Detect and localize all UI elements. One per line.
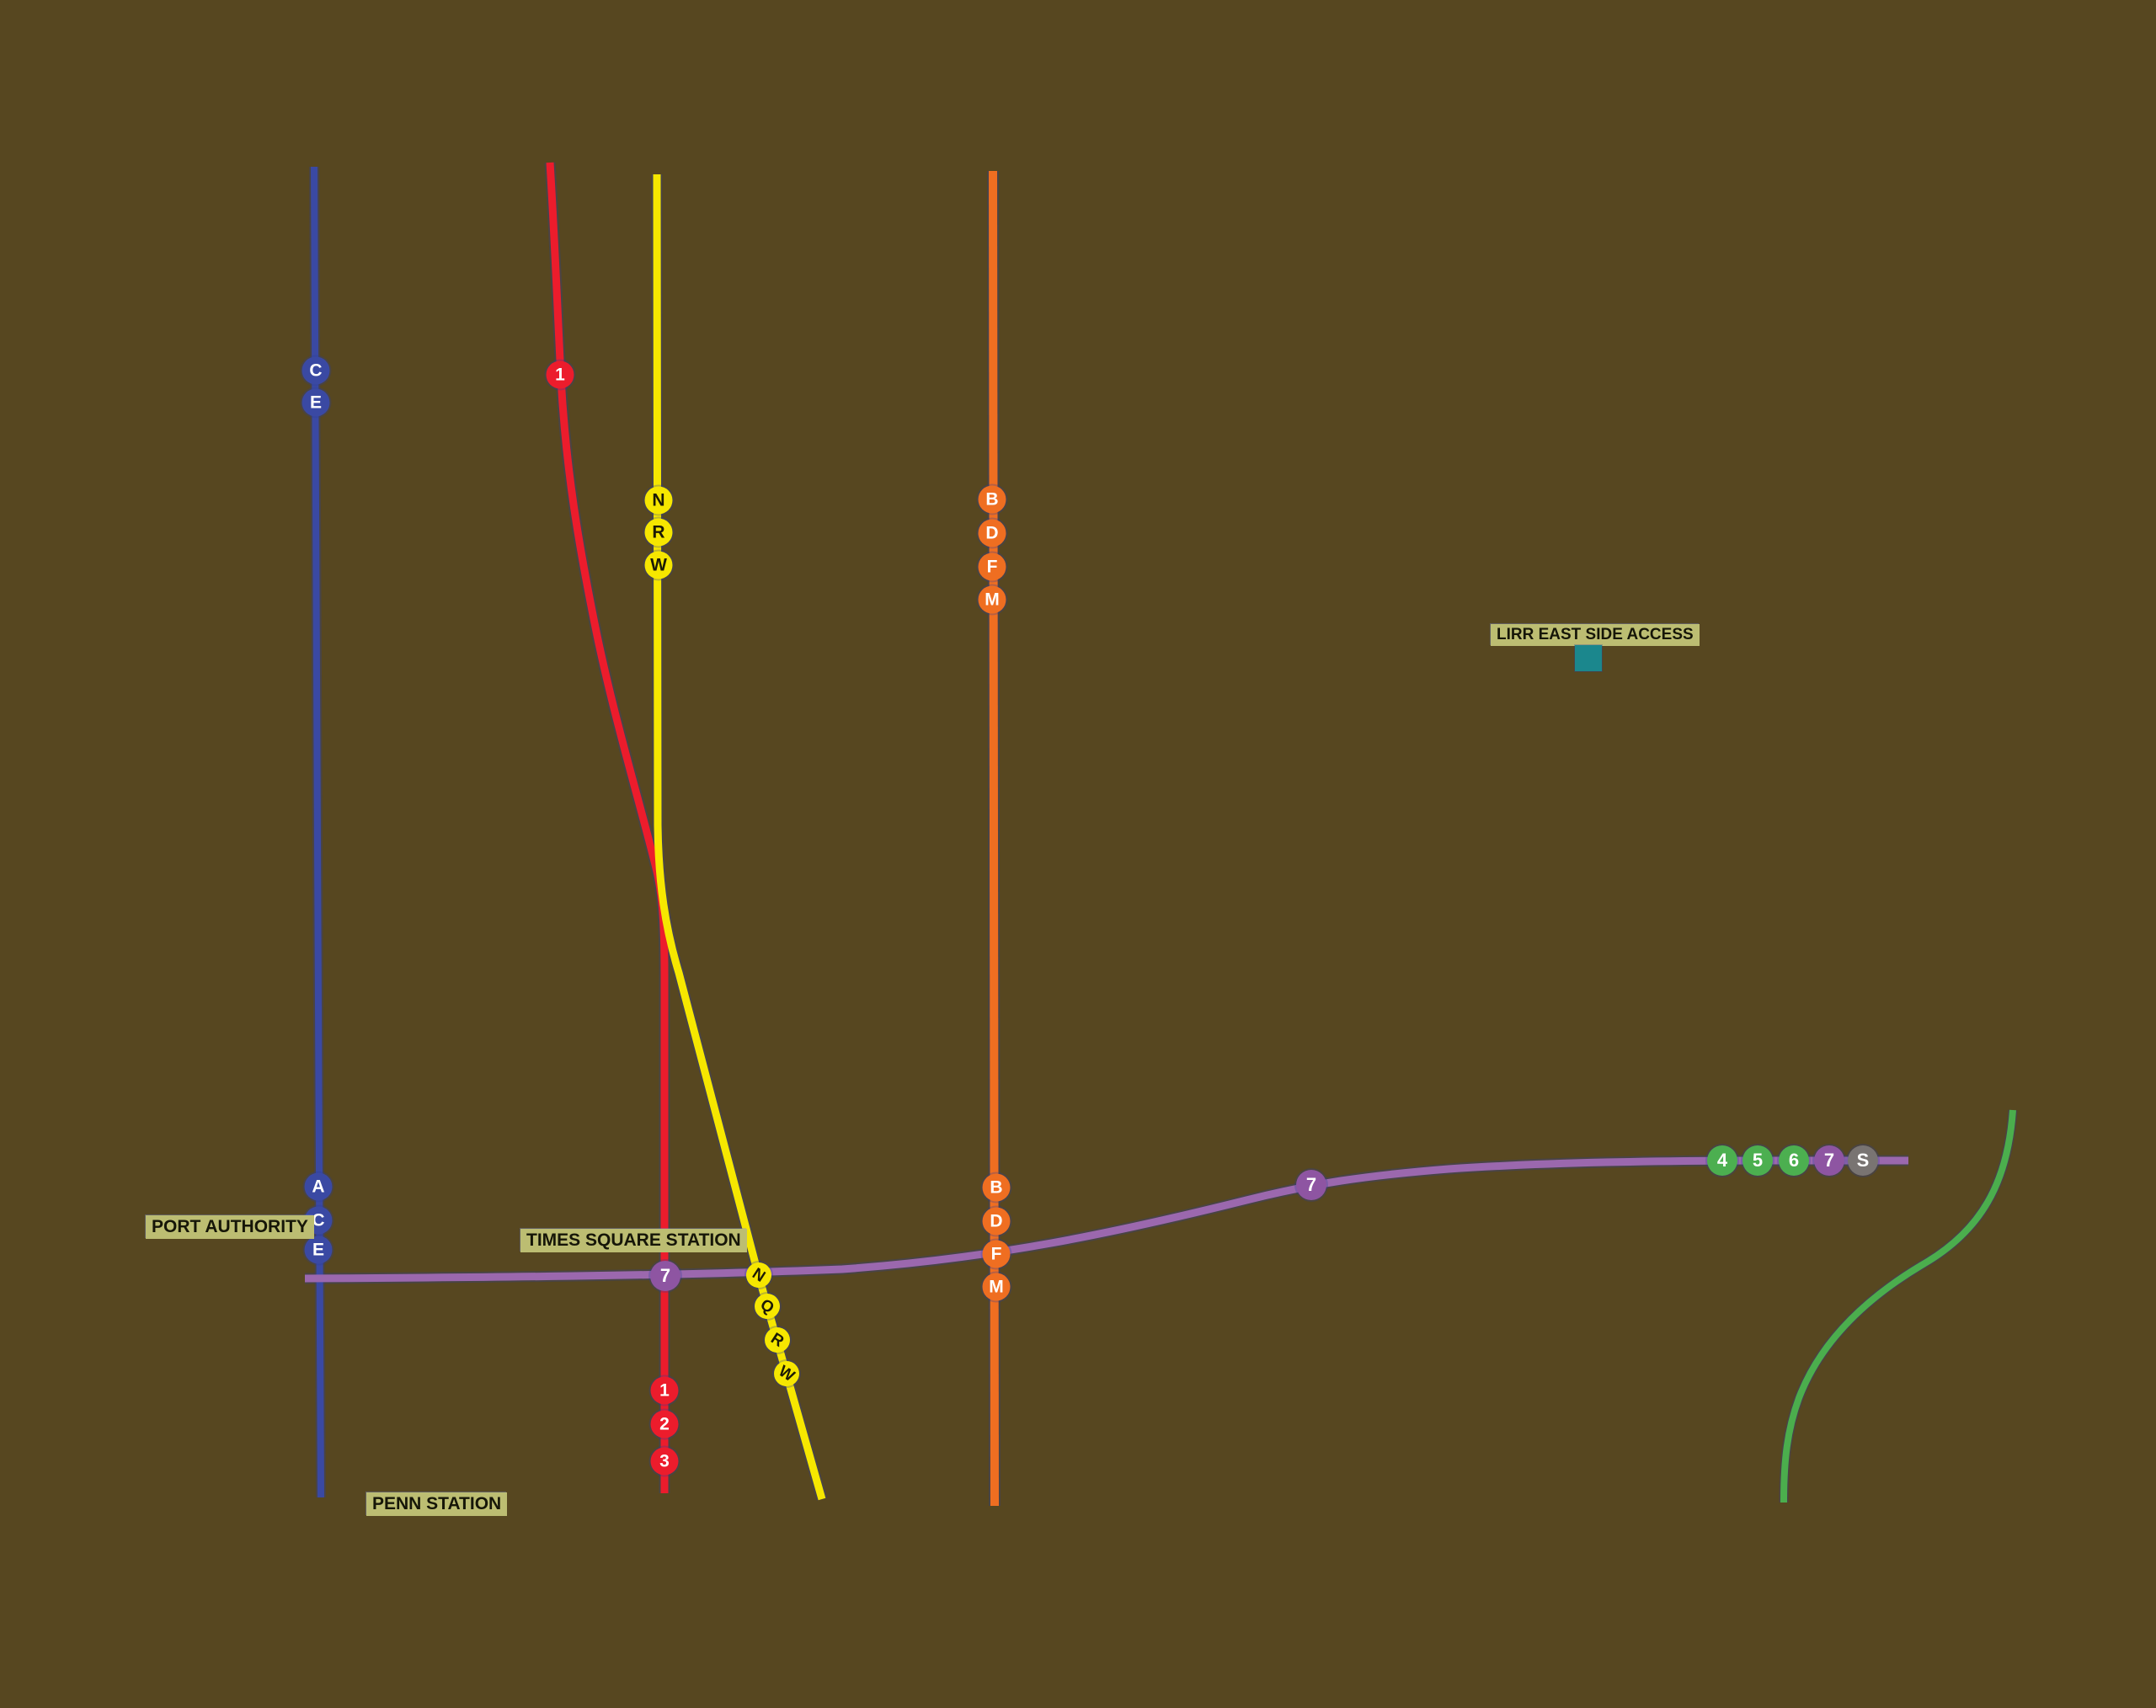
route-badge-n-upper: N [644, 486, 673, 515]
route-badge-1-upper: 1 [546, 360, 574, 389]
nqrw-line [657, 174, 822, 1499]
route-badge-3-penn: 3 [650, 1447, 679, 1476]
route-badge-f-lower: F [982, 1240, 1011, 1268]
route-badge-e-upper: E [302, 388, 330, 417]
route-badge-b-lower: B [982, 1173, 1011, 1202]
route-badge-e-port-authority: E [304, 1236, 333, 1264]
lirr-east-side-access-label: LIRR EAST SIDE ACCESS [1491, 624, 1700, 646]
route-badge-w-upper: W [644, 551, 673, 579]
route-badge-a-port-authority: A [304, 1172, 333, 1201]
route-badge-7-grand-central: 7 [1814, 1145, 1844, 1176]
seven-line [305, 1161, 1908, 1278]
nqrw-line-outline [657, 174, 822, 1499]
route-badge-c-upper: C [302, 356, 330, 385]
route-badge-1-penn: 1 [650, 1376, 679, 1405]
route-badge-m-upper: M [978, 585, 1006, 614]
lirr-access-marker [1575, 645, 1602, 671]
route-badge-d-upper: D [978, 519, 1006, 547]
seven-line-outline [305, 1161, 1908, 1278]
port-authority-label: PORT AUTHORITY [146, 1215, 314, 1239]
route-badge-m-lower: M [982, 1273, 1011, 1301]
route-badge-f-upper: F [978, 552, 1006, 581]
times-square-station-label: TIMES SQUARE STATION [520, 1229, 747, 1252]
route-badge-7-east: 7 [1296, 1170, 1326, 1200]
route-badge-2-penn: 2 [650, 1410, 679, 1438]
route-badge-7-times-square: 7 [650, 1261, 680, 1291]
route-badge-6-grand-central: 6 [1779, 1145, 1809, 1176]
route-badge-b-upper: B [978, 485, 1006, 514]
route-badge-4-grand-central: 4 [1707, 1145, 1737, 1176]
bdfm-line [993, 171, 995, 1506]
route-badge-s-grand-central: S [1848, 1145, 1878, 1176]
penn-station-label: PENN STATION [366, 1492, 508, 1516]
route-badge-r-upper: R [644, 518, 673, 547]
route-badge-5-grand-central: 5 [1742, 1145, 1773, 1176]
route-badge-d-lower: D [982, 1207, 1011, 1236]
